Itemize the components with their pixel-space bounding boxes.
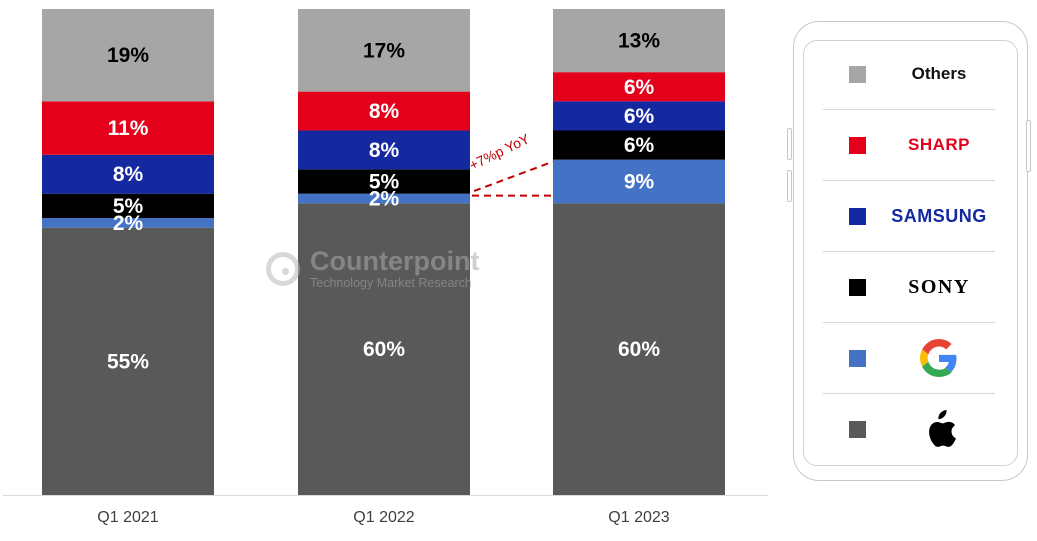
bar-segment-apple [298,203,470,495]
data-label-sony: 5% [113,195,144,218]
counterpoint-logo-icon [266,251,300,286]
bar-segment-google [298,193,470,204]
bar-segment-others [553,9,725,73]
legend-item-sharp: SHARP [823,110,995,181]
bar-segment-apple [42,227,214,495]
x-tick-label: Q1 2023 [608,509,669,526]
data-label-sharp: 11% [108,117,149,140]
bar-segment-google [553,159,725,204]
sony-logo: SONY [908,275,970,298]
bar-segment-others [42,9,214,102]
legend-swatch-others [849,65,866,83]
bar-segment-apple [553,203,725,495]
google-logo-icon [883,339,995,377]
data-label-google: 2% [369,188,400,211]
bar-segment-samsung [298,130,470,170]
legend-swatch-apple [849,421,866,438]
legend-item-google [823,323,995,394]
bar-segment-sony [42,193,214,218]
bar-segment-sony [553,130,725,160]
data-label-samsung: 6% [624,105,655,128]
data-label-apple: 60% [618,338,660,361]
bar-segment-others [298,9,470,92]
bar-segment-sony [298,169,470,194]
data-label-apple: 60% [363,338,405,361]
data-label-samsung: 8% [113,163,144,186]
bar-segment-sharp [553,72,725,102]
legend: Others SHARP SAMSUNG SONY [823,39,995,465]
phone-screen [803,40,1018,466]
samsung-logo: SAMSUNG [891,205,987,226]
x-tick-label: Q1 2021 [97,509,158,526]
legend-label-others: Others [911,64,967,83]
x-tick-label: Q1 2022 [353,509,414,526]
data-label-sony: 6% [624,134,655,157]
data-label-others: 13% [618,30,660,53]
bar-segment-google [42,217,214,228]
data-label-apple: 55% [107,350,149,373]
bar-segment-samsung [553,101,725,131]
data-label-others: 19% [107,44,149,67]
data-label-google: 9% [624,171,655,194]
bar-segment-sharp [298,91,470,131]
legend-swatch-sony [849,278,866,296]
legend-item-apple [823,394,995,465]
counterpoint-watermark: Counterpoint Technology Market Research [266,248,479,290]
data-label-sharp: 8% [369,100,400,123]
legend-swatch-google [849,349,866,367]
phone-side-button [1026,120,1031,172]
data-label-samsung: 8% [369,139,400,162]
watermark-tagline: Technology Market Research [310,276,472,290]
data-label-sharp: 6% [624,76,655,99]
sharp-logo: SHARP [907,135,970,154]
watermark-name: Counterpoint [310,246,480,276]
bar-segment-sharp [42,101,214,155]
legend-item-sony: SONY [823,252,995,323]
phone-side-button [787,128,792,160]
legend-item-others: Others [823,39,995,110]
legend-item-samsung: SAMSUNG [823,181,995,252]
bar-segment-samsung [42,154,214,194]
legend-swatch-samsung [849,207,866,225]
yoy-growth-dashed-line [473,160,554,192]
legend-swatch-sharp [849,136,866,154]
data-label-others: 17% [363,39,405,62]
apple-logo-icon [883,408,995,452]
data-label-sony: 5% [369,171,400,194]
phone-side-button [787,170,792,202]
data-label-google: 2% [113,212,144,235]
